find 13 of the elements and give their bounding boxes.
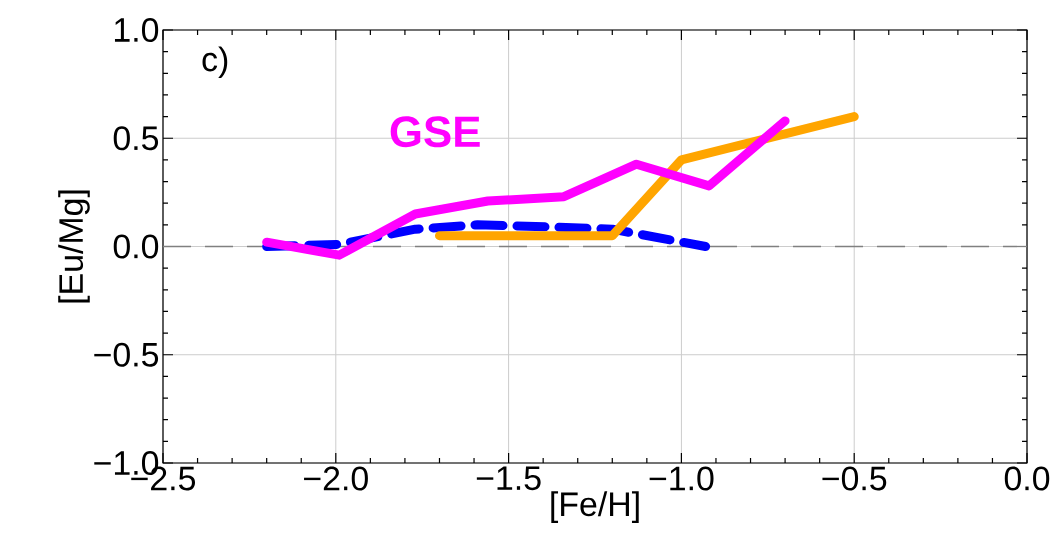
x-tick-label: −0.5 <box>822 466 887 491</box>
y-tick-label: −0.5 <box>94 342 159 367</box>
x-tick-label: −1.0 <box>649 466 714 491</box>
annotation: c) <box>202 46 228 79</box>
y-tick-label: 0.0 <box>113 234 159 259</box>
y-axis-title: [Eu/Mg] <box>58 190 90 303</box>
x-tick-label: −2.0 <box>304 466 368 491</box>
x-tick-label: −1.5 <box>476 466 541 491</box>
series-label: GSE <box>390 116 480 148</box>
x-axis-title: [Fe/H] <box>551 491 639 523</box>
y-tick-label: 1.0 <box>114 18 159 42</box>
x-tick-label: 0.0 <box>1004 466 1050 491</box>
y-tick-label: 0.5 <box>113 126 159 151</box>
